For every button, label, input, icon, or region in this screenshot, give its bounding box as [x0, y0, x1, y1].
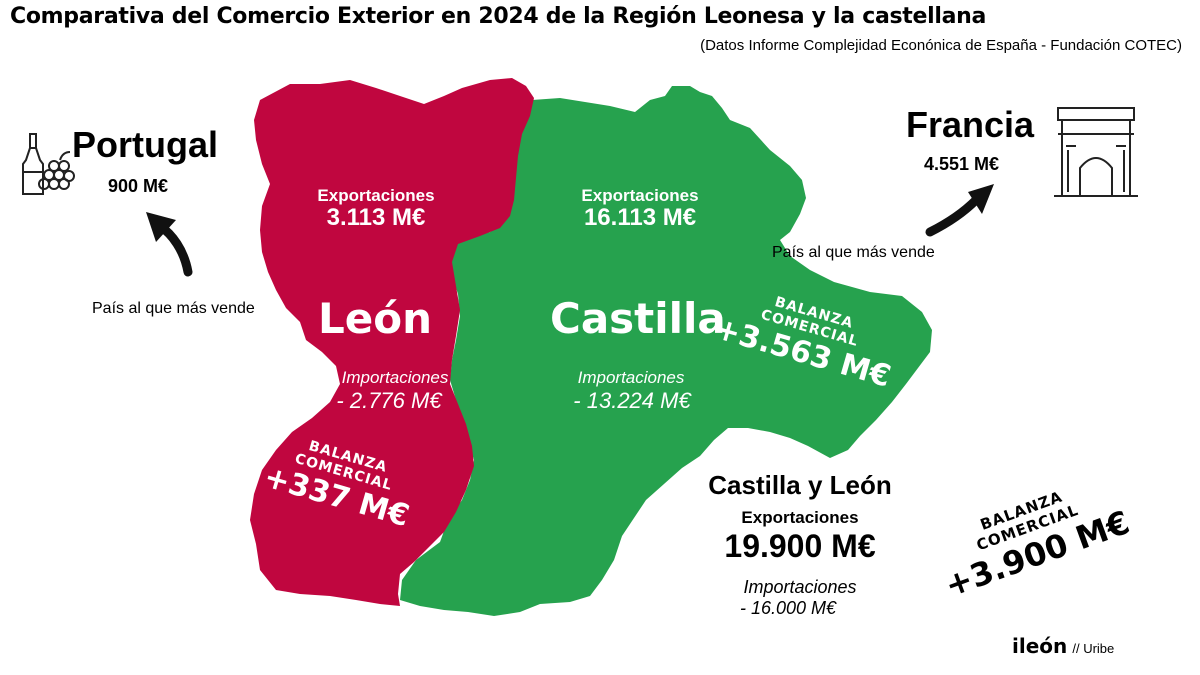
portugal-value: 900 M€ [108, 176, 169, 196]
leon-region [250, 78, 534, 606]
francia-note: País al que más vende [772, 244, 935, 261]
castilla-imports-value: - 13.224 M€ [573, 388, 691, 413]
ileon-logo: ileón [1012, 634, 1068, 658]
francia-arrow-icon [925, 195, 981, 237]
francia-name: Francia [906, 104, 1035, 145]
castilla-exports-label: Exportaciones [581, 186, 699, 205]
leon-imports-value: - 2.776 M€ [336, 388, 442, 413]
page-title: Comparativa del Comercio Exterior en 202… [10, 4, 987, 29]
cyl-title: Castilla y León [708, 470, 892, 500]
castilla-imports-label: Importaciones [577, 368, 685, 387]
castilla-name: Castilla [550, 294, 726, 343]
cyl-imports-value: - 16.000 M€ [739, 598, 837, 618]
page-subtitle: (Datos Informe Complejidad Econónica de … [700, 37, 1182, 54]
francia-value: 4.551 M€ [924, 154, 1000, 174]
cyl-imports-label: Importaciones [743, 577, 857, 597]
castilla-region [400, 86, 932, 616]
portugal-note: País al que más vende [92, 300, 255, 317]
portugal-name: Portugal [72, 124, 219, 165]
cyl-exports-label: Exportaciones [741, 508, 859, 527]
castilla-exports-value: 16.113 M€ [583, 204, 697, 231]
leon-exports-label: Exportaciones [317, 186, 435, 205]
francia-arrowhead-icon [968, 184, 994, 214]
cyl-exports-value: 19.900 M€ [724, 528, 876, 564]
leon-name: León [318, 294, 433, 343]
portugal-arrowhead-icon [146, 212, 176, 242]
leon-imports-label: Importaciones [341, 368, 449, 387]
leon-exports-value: 3.113 M€ [326, 204, 426, 231]
credit-author: // Uribe [1072, 641, 1115, 656]
arc-de-triomphe-icon [1054, 107, 1138, 197]
wine-bottle-grapes-icon [22, 133, 75, 195]
credit: ileón // Uribe [1012, 634, 1114, 658]
